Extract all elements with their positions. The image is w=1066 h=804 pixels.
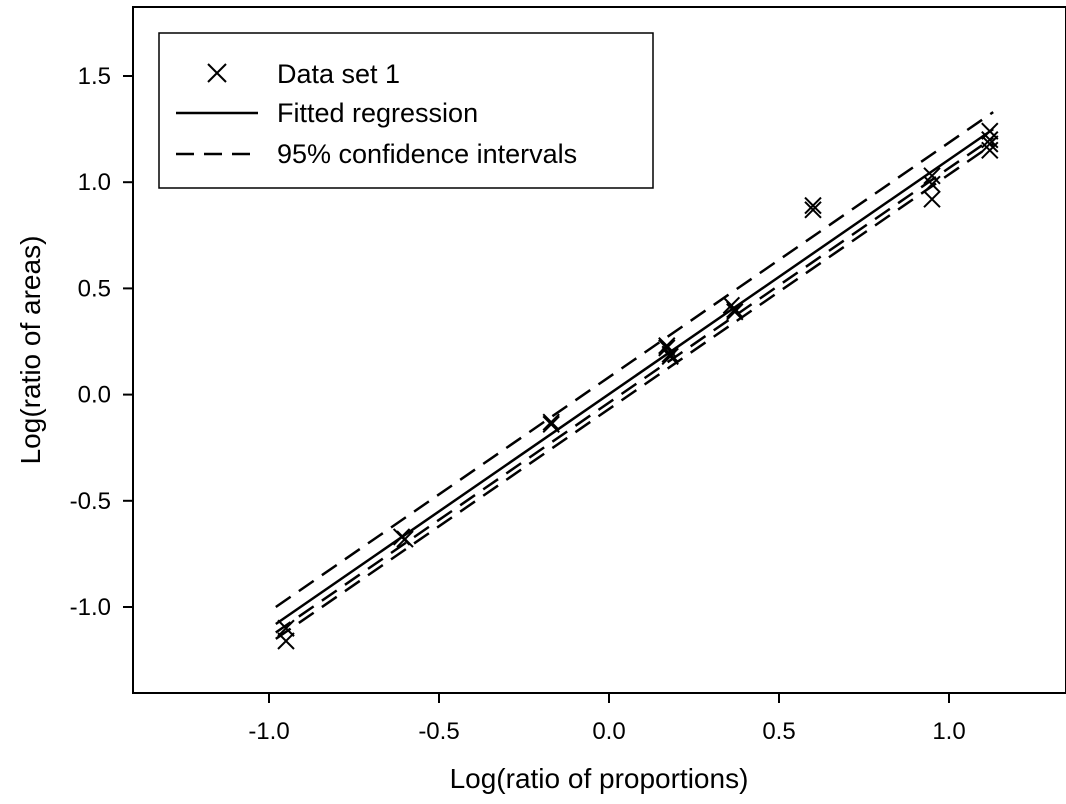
data-point-x-marker (923, 190, 941, 208)
confidence-interval-line (275, 136, 994, 634)
data-point-x-marker (804, 196, 822, 215)
plot-area (275, 111, 999, 650)
data-point-x-marker (661, 347, 679, 366)
data-point-x-marker (277, 619, 295, 637)
data-point-x-marker (726, 303, 744, 321)
data-point-x-marker (981, 122, 999, 140)
x-tick-label: 0.5 (762, 718, 795, 745)
data-point-x-marker (981, 141, 999, 160)
data-point-x-marker (542, 415, 560, 434)
legend-label-fitted-regression: Fitted regression (277, 98, 478, 128)
plot-frame (132, 6, 1066, 694)
y-tick-label: -0.5 (70, 488, 111, 515)
y-tick-label: 0.5 (78, 275, 111, 302)
data-point-x-marker (277, 632, 295, 650)
legend-marker-x-icon (207, 63, 227, 83)
data-point-x-marker (804, 201, 822, 219)
x-tick-label: -0.5 (418, 718, 459, 745)
y-tick-label: 1.5 (78, 63, 111, 90)
regression-line (275, 128, 994, 626)
x-tick-label: 1.0 (932, 718, 965, 745)
data-point-x-marker (661, 345, 679, 363)
confidence-interval-line (275, 142, 994, 640)
y-tick-label: 0.0 (78, 382, 111, 409)
y-tick-label: -1.0 (70, 594, 111, 621)
x-tick-label: -1.0 (248, 718, 289, 745)
data-point-x-marker (923, 175, 941, 194)
axis-ticks: -1.0 -0.5 0.0 0.5 1.0 -1.0 -0.5 0.0 0.5 1.0 1.5 (70, 63, 966, 745)
data-point-x-marker (542, 413, 560, 431)
data-point-x-marker (396, 530, 414, 548)
y-axis-title: Log(ratio of areas) (15, 236, 46, 465)
x-axis-title: Log(ratio of proportions) (450, 763, 749, 794)
x-tick-label: 0.0 (592, 718, 625, 745)
y-tick-label: 1.0 (78, 169, 111, 196)
data-point-x-marker (726, 300, 744, 319)
legend-label-confidence-intervals: 95% confidence intervals (277, 139, 577, 169)
confidence-interval-line (275, 111, 994, 609)
legend: Data set 1 Fitted regression 95% confide… (158, 32, 654, 189)
data-point-x-marker (923, 167, 941, 185)
data-point-x-marker (981, 135, 999, 153)
legend-label-data-set: Data set 1 (277, 59, 400, 89)
legend-box (158, 32, 654, 189)
